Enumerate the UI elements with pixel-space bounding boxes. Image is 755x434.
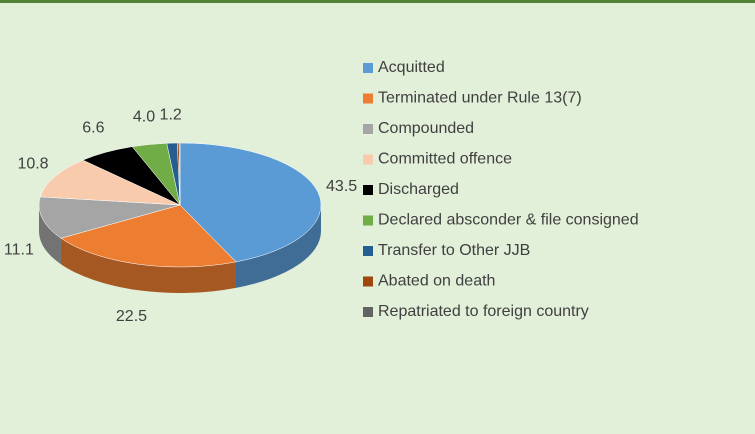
legend-label: Abated on death — [378, 273, 495, 290]
slice — [179, 142, 322, 263]
legend-label: Terminated under Rule 13(7) — [378, 90, 582, 107]
slice — [39, 159, 181, 206]
top-border — [0, 0, 755, 3]
data-label: 1.2 — [160, 106, 182, 123]
legend-label: Committed offence — [378, 151, 512, 168]
legend-label: Repatriated to foreign country — [378, 303, 589, 320]
legend-swatch — [363, 246, 373, 256]
slice — [178, 142, 181, 206]
data-label: 4.0 — [133, 108, 155, 125]
slice-side — [39, 205, 61, 265]
legend-swatch — [363, 63, 373, 73]
data-label: 11.1 — [4, 242, 34, 259]
legend-swatch — [363, 307, 373, 317]
data-label: 43.5 — [326, 178, 357, 195]
data-label: 6.6 — [82, 120, 104, 137]
legend-label: Compounded — [378, 120, 474, 137]
slice — [38, 196, 181, 239]
legend-swatch — [363, 124, 373, 134]
data-label: 22.5 — [116, 308, 147, 325]
legend-label: Discharged — [378, 181, 459, 198]
legend-swatch — [363, 185, 373, 195]
slice-side — [235, 205, 321, 288]
legend-swatch — [363, 276, 373, 287]
legend-label: Declared absconder & file consigned — [378, 212, 639, 229]
data-label: 10.8 — [17, 155, 48, 172]
slice — [60, 204, 237, 268]
legend-label: Acquitted — [378, 59, 445, 76]
legend-label: Transfer to Other JJB — [378, 242, 530, 259]
legend-swatch — [363, 215, 373, 226]
legend-swatch — [363, 93, 373, 104]
legend-swatch — [363, 154, 373, 165]
